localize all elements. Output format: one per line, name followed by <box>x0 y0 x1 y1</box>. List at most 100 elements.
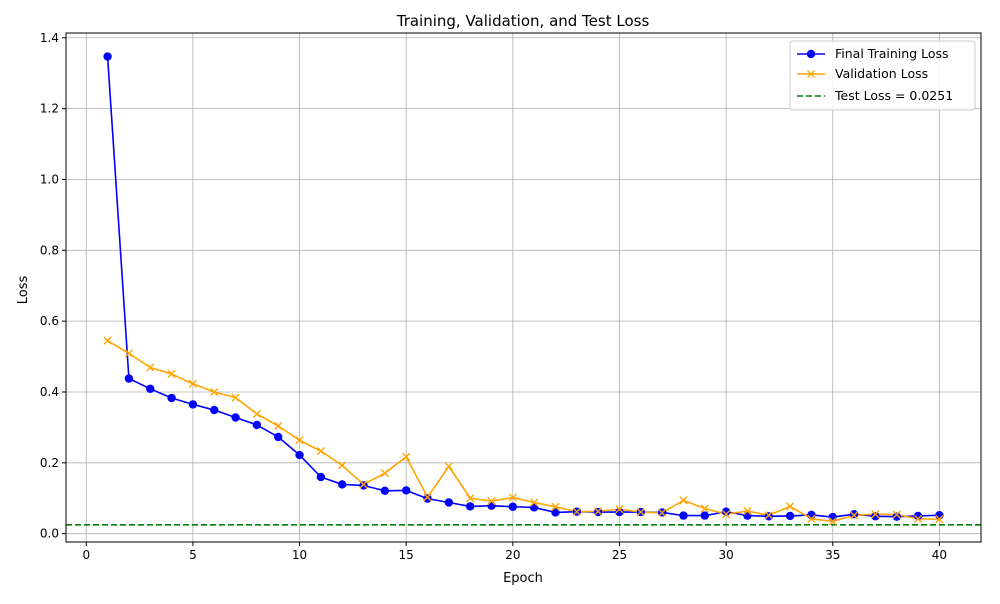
validation-loss-point <box>402 452 411 461</box>
validation-loss-point <box>508 493 517 502</box>
validation-loss-point <box>530 498 539 507</box>
validation-loss-point <box>210 387 219 397</box>
validation-loss-point <box>849 511 859 520</box>
training-loss-point <box>338 480 347 489</box>
training-loss-point <box>871 512 880 521</box>
validation-loss-point <box>913 514 923 523</box>
y-tick-label: 0.8 <box>40 243 59 257</box>
y-axis-label: Loss <box>16 276 31 305</box>
validation-loss-point <box>828 517 837 526</box>
validation-loss-point <box>252 409 261 419</box>
chart-title: Training, Validation, and Test Loss <box>396 12 650 30</box>
validation-loss-point <box>935 515 944 524</box>
validation-loss-point <box>658 508 667 517</box>
validation-loss-point <box>743 506 752 516</box>
legend-box <box>789 40 976 111</box>
training-loss-line <box>106 56 940 518</box>
training-loss-point <box>231 413 240 422</box>
training-loss-point <box>551 508 560 517</box>
validation-loss-point <box>572 507 581 516</box>
x-tick-label: 35 <box>825 548 840 562</box>
plot-frame <box>65 32 982 543</box>
validation-loss-point <box>146 363 155 372</box>
training-loss-point <box>892 512 901 521</box>
training-loss-point <box>743 511 752 520</box>
training-loss-point <box>167 393 176 403</box>
y-tick-label: 0.4 <box>40 385 59 399</box>
validation-loss-point <box>466 494 475 503</box>
training-loss-point <box>359 481 368 490</box>
training-loss-point <box>316 472 326 482</box>
legend-label-test: Test Loss = 0.0251 <box>834 88 953 103</box>
validation-loss-point <box>871 510 880 519</box>
training-loss-point <box>103 52 112 61</box>
training-loss-point <box>679 511 688 520</box>
training-loss-point <box>401 486 411 495</box>
validation-loss-point <box>594 507 603 516</box>
training-loss-point <box>849 509 859 519</box>
x-tick-label: 0 <box>82 548 90 562</box>
validation-loss-point <box>551 502 560 511</box>
validation-loss-point <box>167 369 176 379</box>
training-loss-point <box>423 494 432 503</box>
validation-loss-point <box>295 436 304 445</box>
training-loss-point <box>764 512 773 521</box>
y-tick-label: 0.2 <box>40 456 59 470</box>
grid <box>66 33 981 542</box>
x-tick-label: 5 <box>189 548 197 562</box>
legend-marker-validation <box>807 70 815 78</box>
validation-loss-point <box>722 510 731 519</box>
training-loss-point <box>721 507 731 516</box>
training-loss-point <box>124 374 134 383</box>
validation-loss-point <box>786 502 795 511</box>
validation-loss-point <box>231 393 240 402</box>
validation-loss-point <box>487 496 496 506</box>
y-tick-label: 0.6 <box>40 314 59 328</box>
validation-loss-point <box>188 379 198 388</box>
training-loss-point <box>146 384 155 394</box>
validation-loss-point <box>359 480 368 489</box>
x-tick-label: 10 <box>292 548 307 562</box>
validation-loss-point <box>764 511 773 520</box>
validation-loss-point <box>615 505 624 514</box>
training-loss-point <box>785 511 795 521</box>
x-tick-label: 40 <box>932 548 947 562</box>
y-tick-label: 1.2 <box>40 102 59 116</box>
legend: Final Training Loss Validation Loss Test… <box>789 40 976 111</box>
x-tick-label: 20 <box>505 548 520 562</box>
validation-loss-point <box>380 469 389 478</box>
x-tick-label: 25 <box>612 548 627 562</box>
training-loss-point <box>274 432 283 442</box>
x-tick-label: 15 <box>399 548 414 562</box>
validation-loss-point <box>679 496 688 505</box>
validation-loss-point <box>444 462 453 471</box>
training-loss-point <box>188 400 198 409</box>
y-tick-label: 1.0 <box>40 172 59 186</box>
legend-marker-training <box>806 49 816 59</box>
training-loss-point <box>210 405 219 415</box>
training-loss-point <box>615 507 624 517</box>
validation-loss-point <box>636 507 645 517</box>
validation-loss-point <box>316 447 325 456</box>
y-tick-label: 0.0 <box>40 527 59 541</box>
validation-loss-point <box>124 349 134 358</box>
validation-loss-point <box>807 514 816 523</box>
training-loss-point <box>444 498 454 507</box>
training-loss-point <box>700 511 709 520</box>
validation-loss-point <box>103 336 112 345</box>
y-tick-label: 1.4 <box>40 31 59 45</box>
validation-loss-line <box>107 339 940 523</box>
plot-area <box>66 52 981 526</box>
validation-loss-point <box>423 493 432 502</box>
validation-loss-point <box>338 461 347 470</box>
training-loss-point <box>828 512 837 522</box>
x-axis-label: Epoch <box>503 571 543 586</box>
training-loss-point <box>380 486 390 496</box>
legend-label-validation: Validation Loss <box>835 66 928 81</box>
training-loss-point <box>508 502 518 511</box>
training-loss-point <box>487 501 496 510</box>
x-tick-label: 30 <box>718 548 733 562</box>
training-loss-point <box>913 511 923 521</box>
